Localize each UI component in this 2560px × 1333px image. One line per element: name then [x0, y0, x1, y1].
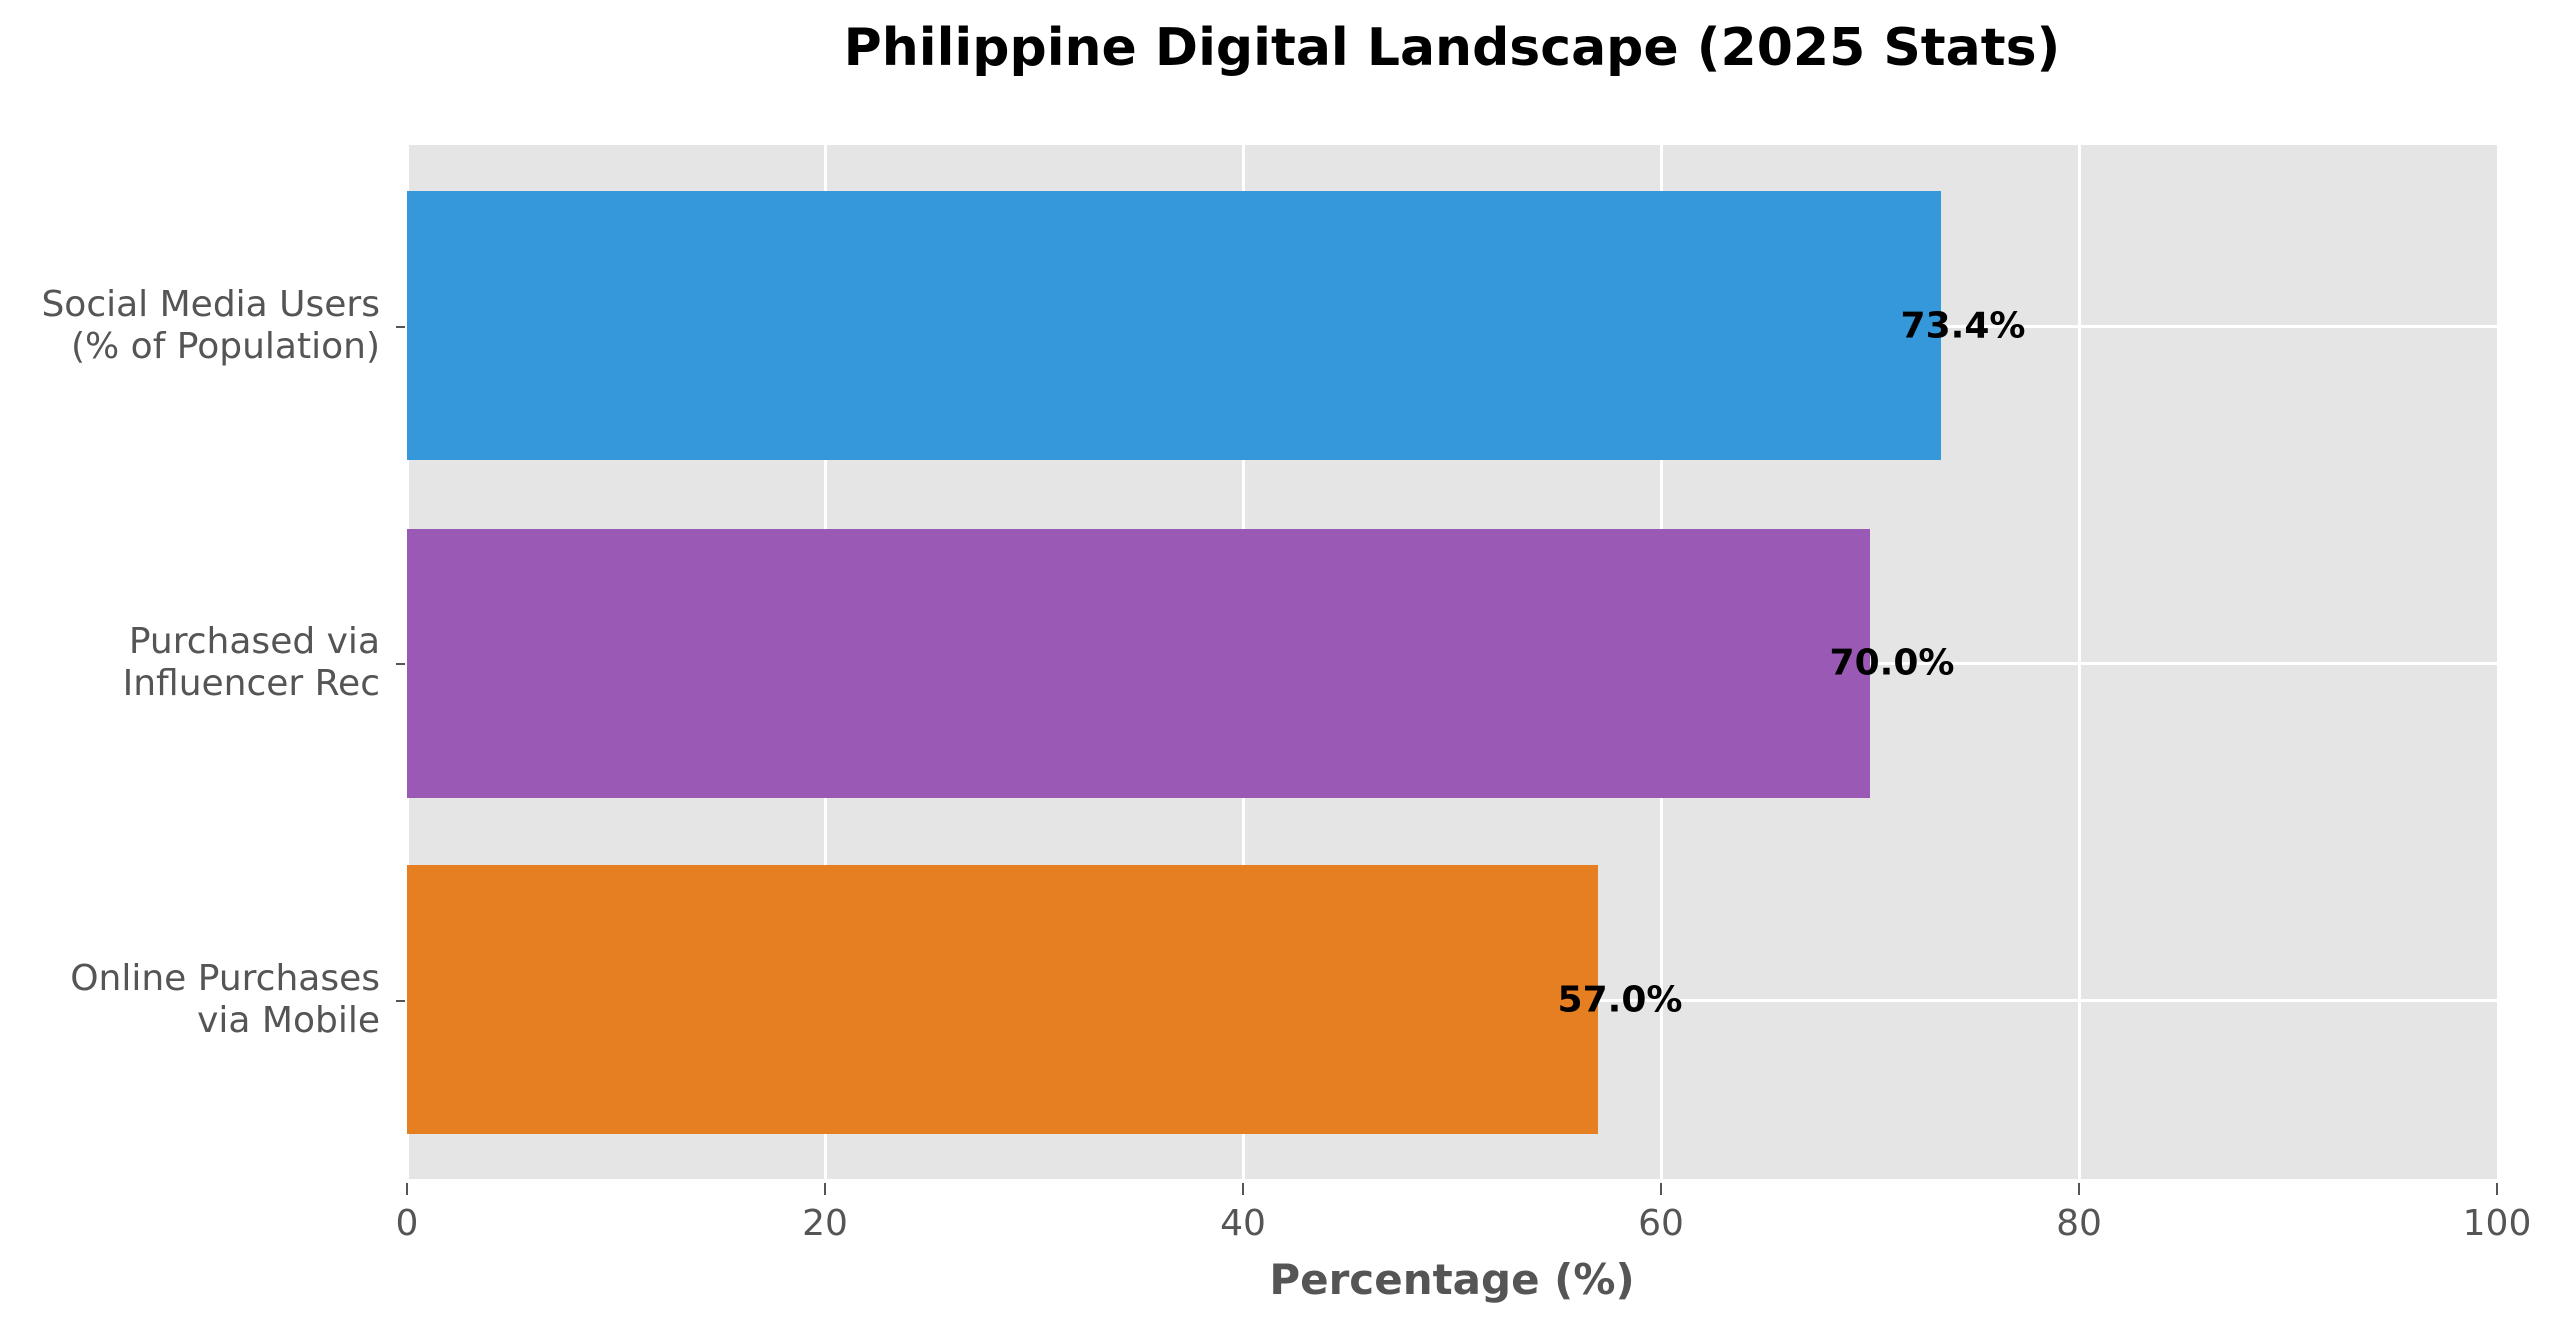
x-tick-label: 20: [802, 1203, 848, 1244]
x-tick-mark: [824, 1183, 826, 1195]
plot-area: 73.4% 70.0% 57.0%: [406, 145, 2497, 1179]
x-tick-mark: [2496, 1183, 2498, 1195]
x-axis-title: Percentage (%): [1269, 1255, 1635, 1304]
bar-online-purchases-mobile: [407, 865, 1598, 1134]
x-tick-mark: [2078, 1183, 2080, 1195]
value-label: 70.0%: [1829, 642, 1955, 684]
x-tick-mark: [1242, 1183, 1244, 1195]
chart-title: Philippine Digital Landscape (2025 Stats…: [843, 18, 2061, 78]
y-tick-label: Social Media Users (% of Population): [41, 284, 380, 368]
y-tick-label: Purchased via Influencer Rec: [123, 621, 380, 705]
x-tick-mark: [1660, 1183, 1662, 1195]
x-tick-mark: [406, 1183, 408, 1195]
y-label-line: Online Purchases: [70, 958, 380, 999]
y-tick-mark: [396, 1000, 405, 1002]
y-label-line: Influencer Rec: [122, 663, 380, 704]
y-label-line: Purchased via: [128, 621, 380, 662]
bar-social-media-users: [407, 191, 1941, 460]
y-label-line: Social Media Users: [41, 284, 380, 325]
y-tick-mark: [396, 663, 405, 665]
value-label: 57.0%: [1557, 979, 1683, 1021]
x-tick-label: 100: [2462, 1203, 2532, 1244]
x-tick-label: 40: [1220, 1203, 1266, 1244]
y-tick-mark: [396, 326, 405, 328]
x-tick-label: 60: [1638, 1203, 1684, 1244]
x-tick-label: 0: [395, 1203, 419, 1244]
x-tick-label: 80: [2056, 1203, 2102, 1244]
y-label-line: via Mobile: [197, 1000, 380, 1041]
y-label-line: (% of Population): [70, 326, 380, 367]
y-tick-label: Online Purchases via Mobile: [70, 958, 380, 1042]
bar-purchased-via-influencer: [407, 529, 1870, 798]
value-label: 73.4%: [1900, 305, 2026, 347]
